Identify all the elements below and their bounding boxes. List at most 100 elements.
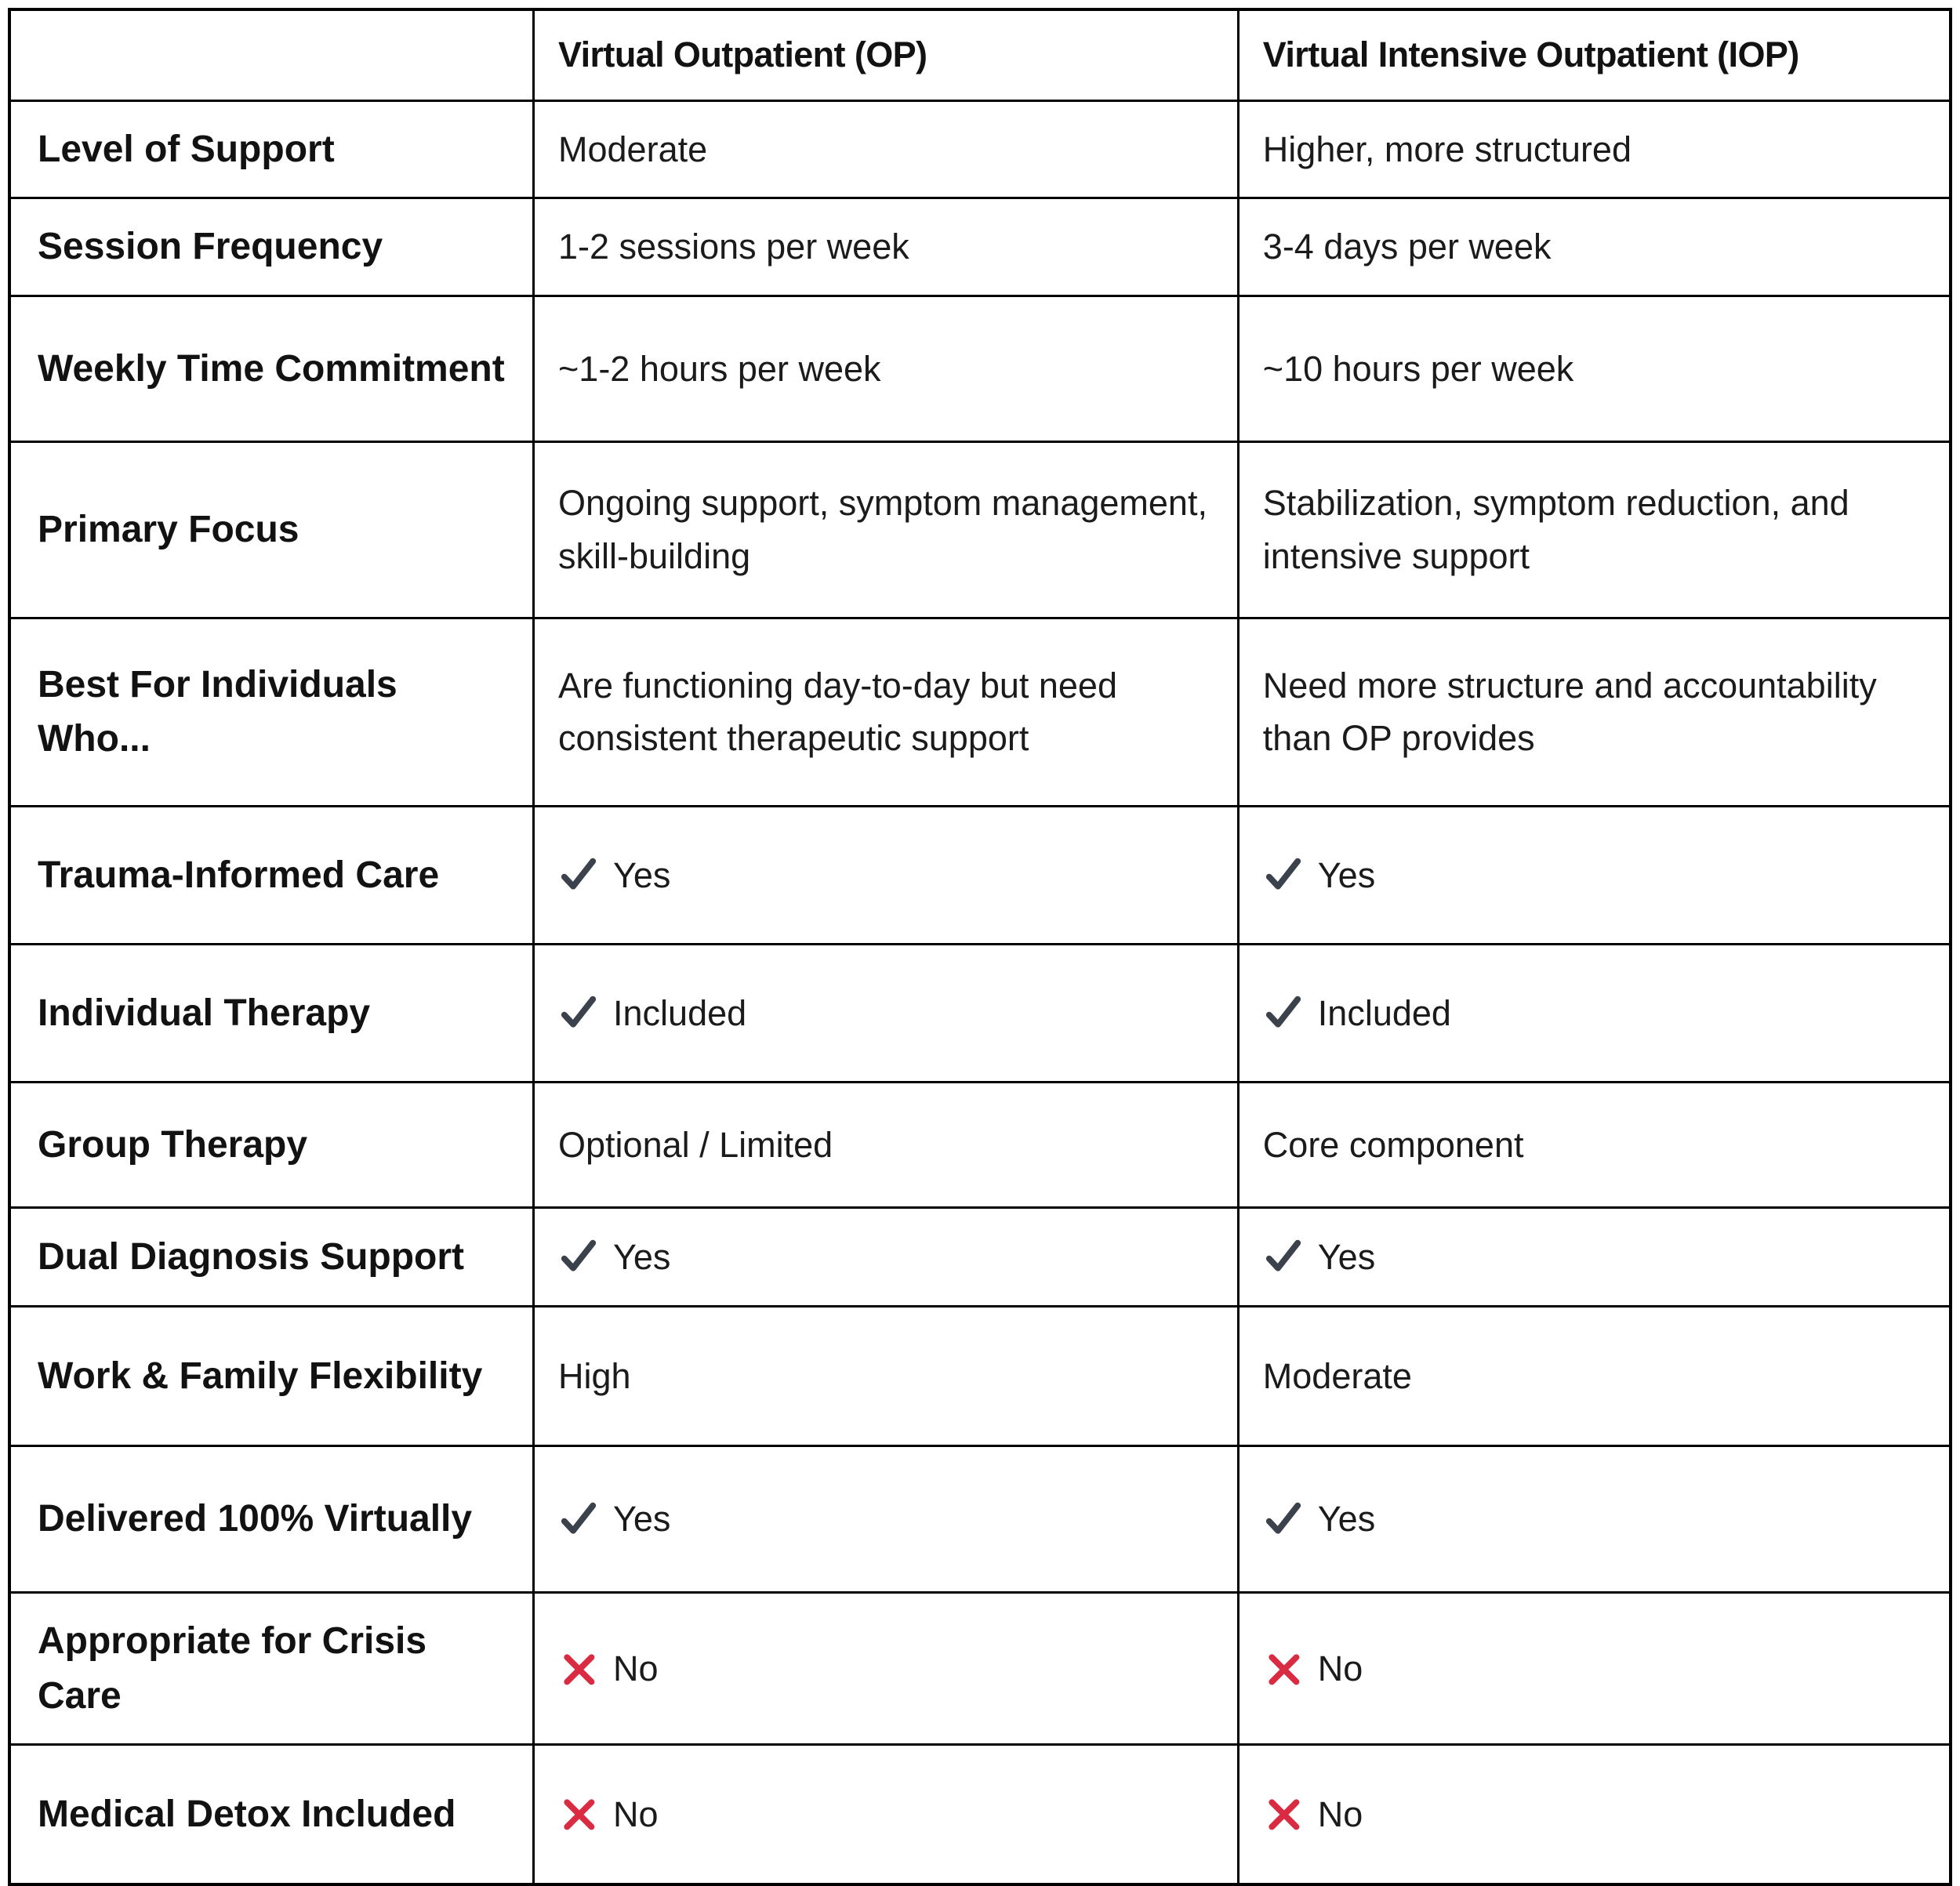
op-value-cell: No — [532, 1590, 1240, 1746]
cell-text: High — [558, 1355, 631, 1396]
iop-value-cell: No — [1236, 1590, 1952, 1746]
check-icon — [561, 1240, 597, 1272]
cell-content: Yes — [1263, 1231, 1926, 1284]
cell-content: Yes — [558, 1492, 1214, 1546]
check-icon — [1265, 858, 1301, 890]
cell-content: Higher, more structured — [1263, 123, 1926, 176]
table-row: Best For Individuals Who... Are functioni… — [8, 616, 1952, 807]
cell-content: Ongoing support, symptom management, ski… — [558, 477, 1214, 582]
cell-text: Yes — [1317, 1236, 1376, 1277]
cell-content: No — [1263, 1788, 1926, 1841]
row-label: Individual Therapy — [8, 942, 535, 1083]
cell-text: 1-2 sessions per week — [558, 227, 909, 267]
table-row: Primary Focus Ongoing support, symptom ma… — [8, 440, 1952, 619]
row-label: Delivered 100% Virtually — [8, 1444, 535, 1594]
cell-text: ~1-2 hours per week — [558, 348, 881, 389]
iop-value-cell: Need more structure and accountability t… — [1236, 616, 1952, 807]
cell-content: Included — [558, 987, 1214, 1040]
cell-content: No — [1263, 1642, 1926, 1696]
cell-text: Yes — [1317, 1499, 1376, 1540]
cell-text: No — [1317, 1794, 1363, 1834]
op-value-cell: Included — [532, 942, 1240, 1083]
header-row: Virtual Outpatient (OP) Virtual Intensiv… — [8, 8, 1952, 102]
iop-value-cell: 3-4 days per week — [1236, 197, 1952, 297]
cell-text: Need more structure and accountability t… — [1262, 665, 1877, 759]
iop-value-cell: Stabilization, symptom reduction, and in… — [1236, 440, 1952, 619]
cell-text: Are functioning day-to-day but need cons… — [558, 665, 1117, 759]
op-value-cell: Yes — [532, 1444, 1240, 1594]
cell-text: Yes — [613, 1499, 671, 1540]
cell-text: Yes — [1317, 854, 1376, 895]
row-label: Appropriate for Crisis Care — [8, 1590, 535, 1746]
column-header-op: Virtual Outpatient (OP) — [532, 8, 1240, 102]
op-value-cell: High — [532, 1304, 1240, 1447]
comparison-table-page: Virtual Outpatient (OP) Virtual Intensiv… — [8, 8, 1952, 1886]
cell-content: Included — [1263, 987, 1926, 1040]
table-row: Session Frequency 1-2 sessions per week 3-… — [8, 197, 1952, 297]
cell-content: Are functioning day-to-day but need cons… — [558, 659, 1214, 765]
op-value-cell: No — [532, 1743, 1240, 1886]
iop-value-cell: Yes — [1236, 1444, 1952, 1594]
cell-content: No — [558, 1788, 1214, 1841]
row-label: Primary Focus — [8, 440, 535, 619]
cell-content: 3-4 days per week — [1263, 220, 1926, 274]
op-value-cell: Moderate — [532, 99, 1240, 200]
cell-text: No — [613, 1648, 659, 1688]
table-row: Trauma-Informed Care Yes Yes — [8, 804, 1952, 945]
column-header-iop: Virtual Intensive Outpatient (IOP) — [1236, 8, 1952, 102]
cell-content: Stabilization, symptom reduction, and in… — [1263, 477, 1926, 582]
cell-content: Optional / Limited — [558, 1119, 1214, 1172]
table-row: Level of Support Moderate Higher, more str… — [8, 99, 1952, 200]
cell-text: Optional / Limited — [558, 1124, 833, 1165]
cell-text: ~10 hours per week — [1262, 348, 1574, 389]
row-label: Best For Individuals Who... — [8, 616, 535, 807]
row-label: Trauma-Informed Care — [8, 804, 535, 945]
cell-text: Yes — [613, 854, 671, 895]
op-value-cell: ~1-2 hours per week — [532, 294, 1240, 443]
check-icon — [561, 996, 597, 1028]
iop-value-cell: ~10 hours per week — [1236, 294, 1952, 443]
corner-cell — [8, 8, 535, 102]
table-row: Appropriate for Crisis Care No No — [8, 1590, 1952, 1746]
op-value-cell: Optional / Limited — [532, 1080, 1240, 1209]
cell-text: Core component — [1262, 1124, 1524, 1165]
op-vs-iop-comparison-table: Virtual Outpatient (OP) Virtual Intensiv… — [8, 8, 1952, 1886]
cell-content: High — [558, 1350, 1214, 1403]
cell-content: Moderate — [1263, 1350, 1926, 1403]
iop-value-cell: Core component — [1236, 1080, 1952, 1209]
table-row: Individual Therapy Included Included — [8, 942, 1952, 1083]
row-label: Medical Detox Included — [8, 1743, 535, 1886]
table-row: Work & Family Flexibility High Moderate — [8, 1304, 1952, 1447]
iop-value-cell: Yes — [1236, 804, 1952, 945]
op-value-cell: Are functioning day-to-day but need cons… — [532, 616, 1240, 807]
cell-content: Yes — [1263, 1492, 1926, 1546]
cell-content: 1-2 sessions per week — [558, 220, 1214, 274]
cell-content: Core component — [1263, 1119, 1926, 1172]
op-value-cell: Yes — [532, 804, 1240, 945]
table-row: Dual Diagnosis Support Yes Yes — [8, 1206, 1952, 1308]
row-label: Weekly Time Commitment — [8, 294, 535, 443]
cell-text: Included — [613, 992, 747, 1033]
cell-content: Yes — [558, 849, 1214, 902]
row-label: Level of Support — [8, 99, 535, 200]
cell-content: Yes — [558, 1231, 1214, 1284]
check-icon — [561, 858, 597, 890]
x-icon — [564, 1799, 595, 1830]
op-value-cell: Yes — [532, 1206, 1240, 1308]
iop-value-cell: No — [1236, 1743, 1952, 1886]
x-icon — [1269, 1799, 1300, 1830]
cell-text: 3-4 days per week — [1262, 227, 1552, 267]
iop-value-cell: Higher, more structured — [1236, 99, 1952, 200]
cell-content: ~1-2 hours per week — [558, 343, 1214, 396]
iop-value-cell: Yes — [1236, 1206, 1952, 1308]
cell-text: Higher, more structured — [1262, 129, 1632, 169]
iop-value-cell: Moderate — [1236, 1304, 1952, 1447]
x-icon — [564, 1653, 595, 1685]
cell-content: No — [558, 1642, 1214, 1696]
cell-text: No — [613, 1794, 659, 1834]
cell-text: Moderate — [558, 129, 708, 169]
check-icon — [1265, 996, 1301, 1028]
table-row: Group Therapy Optional / Limited Core comp… — [8, 1080, 1952, 1209]
check-icon — [1265, 1502, 1301, 1534]
cell-content: Need more structure and accountability t… — [1263, 659, 1926, 765]
